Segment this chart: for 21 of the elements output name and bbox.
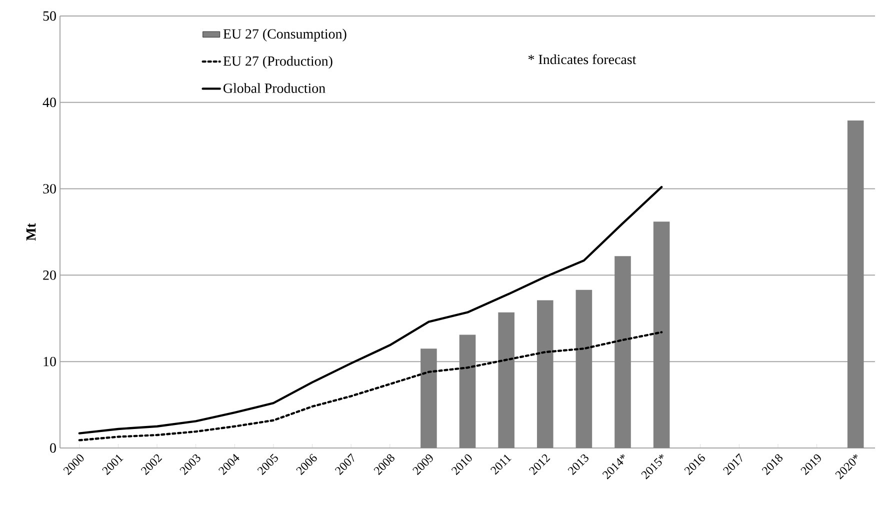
y-tick-label: 10 [44, 356, 56, 366]
annotation: * Indicates forecast [528, 54, 636, 64]
y-tick-label: 30 [43, 184, 56, 194]
bar [498, 312, 514, 448]
legend-label: EU 27 (Production) [223, 56, 332, 69]
bar [459, 334, 476, 448]
legend-label: EU 27 (Consumption) [223, 28, 346, 42]
bar [653, 222, 670, 448]
line-series [78, 331, 663, 442]
y-tick-label: 50 [43, 11, 56, 21]
bar [614, 256, 631, 448]
y-tick-label: 0 [50, 443, 56, 453]
y-axis-title: Mt [26, 223, 36, 241]
y-tick-label: 40 [42, 98, 56, 108]
bar [847, 120, 864, 448]
y-tick-label: 20 [43, 270, 56, 280]
legend-label: Global Production [224, 83, 326, 93]
line-series [78, 186, 663, 434]
bar [576, 290, 592, 448]
bar [420, 348, 437, 448]
bar [536, 300, 554, 448]
